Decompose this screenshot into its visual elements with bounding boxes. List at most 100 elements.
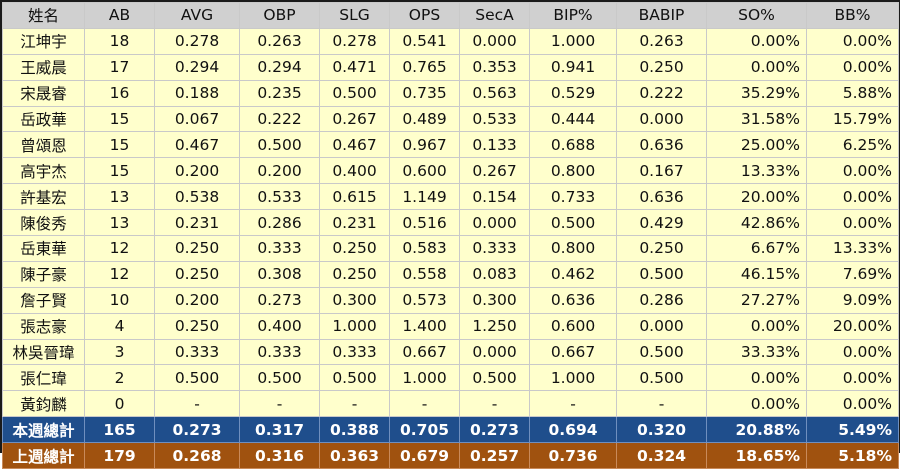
- cell-slg: 0.363: [319, 442, 390, 469]
- cell-seca: 0.300: [459, 286, 530, 314]
- cell-slg: 0.471: [319, 53, 390, 81]
- cell-name: 曾頌恩: [2, 131, 85, 159]
- cell-ops: 1.400: [389, 312, 460, 340]
- cell-bb: 13.33%: [806, 235, 899, 262]
- cell-avg: 0.200: [154, 157, 240, 185]
- cell-slg: 0.400: [319, 157, 390, 185]
- cell-avg: 0.268: [154, 442, 240, 469]
- cell-so: 18.65%: [706, 442, 807, 469]
- cell-name: 本週總計: [2, 416, 85, 444]
- cell-bip: 0.694: [529, 416, 617, 444]
- cell-seca: 0.133: [459, 131, 530, 159]
- table-row: 宋晟睿 16 0.188 0.235 0.500 0.735 0.563 0.529 0.222…: [2, 79, 899, 107]
- cell-ops: 0.516: [389, 209, 460, 237]
- cell-ops: 0.600: [389, 157, 460, 185]
- cell-name: 岳東華: [2, 235, 85, 262]
- cell-ops: -: [389, 390, 460, 418]
- cell-bip: 0.736: [529, 442, 617, 469]
- cell-so: 0.00%: [706, 390, 807, 418]
- cell-bb: 6.25%: [806, 131, 899, 159]
- header-babip: BABIP: [616, 2, 707, 29]
- cell-bip: 0.600: [529, 312, 617, 340]
- cell-name: 岳政華: [2, 105, 85, 133]
- cell-bip: 0.800: [529, 235, 617, 262]
- cell-obp: 0.316: [239, 442, 320, 469]
- cell-bip: 0.688: [529, 131, 617, 159]
- cell-seca: -: [459, 390, 530, 418]
- cell-ab: 12: [84, 235, 155, 262]
- cell-seca: 0.267: [459, 157, 530, 185]
- cell-ops: 0.583: [389, 235, 460, 262]
- cell-so: 0.00%: [706, 53, 807, 81]
- cell-bb: 9.09%: [806, 286, 899, 314]
- cell-name: 江坤宇: [2, 27, 85, 55]
- cell-ab: 3: [84, 338, 155, 366]
- this-week-total-row: 本週總計 165 0.273 0.317 0.388 0.705 0.273 0.694 0.3…: [2, 416, 899, 444]
- cell-ops: 1.000: [389, 364, 460, 392]
- table-row: 詹子賢 10 0.200 0.273 0.300 0.573 0.300 0.636 0.286…: [2, 286, 899, 314]
- cell-seca: 0.000: [459, 338, 530, 366]
- header-avg: AVG: [154, 2, 240, 29]
- table-row: 王威晨 17 0.294 0.294 0.471 0.765 0.353 0.941 0.250…: [2, 53, 899, 81]
- cell-slg: 0.278: [319, 27, 390, 55]
- cell-obp: 0.286: [239, 209, 320, 237]
- cell-ab: 10: [84, 286, 155, 314]
- cell-seca: 0.257: [459, 442, 530, 469]
- cell-babip: 0.636: [616, 183, 707, 211]
- table-row: 岳東華 12 0.250 0.333 0.250 0.583 0.333 0.800 0.250…: [2, 235, 899, 262]
- table-row: 張志豪 4 0.250 0.400 1.000 1.400 1.250 0.600 0.000 0…: [2, 312, 899, 340]
- cell-babip: 0.636: [616, 131, 707, 159]
- cell-avg: 0.500: [154, 364, 240, 392]
- cell-ab: 16: [84, 79, 155, 107]
- cell-bip: 0.636: [529, 286, 617, 314]
- cell-ops: 0.967: [389, 131, 460, 159]
- table-row: 張仁瑋 2 0.500 0.500 0.500 1.000 0.500 1.000 0.500 0…: [2, 364, 899, 392]
- cell-avg: 0.250: [154, 312, 240, 340]
- cell-obp: 0.500: [239, 131, 320, 159]
- cell-slg: 0.615: [319, 183, 390, 211]
- cell-ab: 179: [84, 442, 155, 469]
- cell-seca: 0.333: [459, 235, 530, 262]
- cell-babip: 0.167: [616, 157, 707, 185]
- cell-bip: -: [529, 390, 617, 418]
- cell-slg: 0.267: [319, 105, 390, 133]
- cell-babip: 0.250: [616, 53, 707, 81]
- cell-slg: 0.333: [319, 338, 390, 366]
- table-row: 曾頌恩 15 0.467 0.500 0.467 0.967 0.133 0.688 0.636…: [2, 131, 899, 159]
- cell-avg: 0.188: [154, 79, 240, 107]
- cell-avg: 0.067: [154, 105, 240, 133]
- cell-babip: 0.500: [616, 364, 707, 392]
- cell-obp: 0.294: [239, 53, 320, 81]
- cell-ab: 15: [84, 105, 155, 133]
- cell-obp: 0.500: [239, 364, 320, 392]
- cell-avg: 0.273: [154, 416, 240, 444]
- cell-ops: 0.489: [389, 105, 460, 133]
- cell-ab: 18: [84, 27, 155, 55]
- cell-ab: 15: [84, 131, 155, 159]
- last-week-total-row: 上週總計 179 0.268 0.316 0.363 0.679 0.257 0.736 0.3…: [2, 442, 899, 469]
- table-row: 林吳晉瑋 3 0.333 0.333 0.333 0.667 0.000 0.667 0.500…: [2, 338, 899, 366]
- cell-avg: 0.250: [154, 260, 240, 288]
- cell-ab: 4: [84, 312, 155, 340]
- cell-slg: 0.500: [319, 79, 390, 107]
- cell-avg: 0.538: [154, 183, 240, 211]
- cell-so: 0.00%: [706, 27, 807, 55]
- cell-bip: 0.500: [529, 209, 617, 237]
- cell-obp: 0.222: [239, 105, 320, 133]
- cell-avg: 0.333: [154, 338, 240, 366]
- cell-bb: 0.00%: [806, 157, 899, 185]
- header-ops: OPS: [389, 2, 460, 29]
- cell-avg: -: [154, 390, 240, 418]
- cell-bip: 0.667: [529, 338, 617, 366]
- cell-ab: 15: [84, 157, 155, 185]
- cell-name: 宋晟睿: [2, 79, 85, 107]
- table-row: 陳子豪 12 0.250 0.308 0.250 0.558 0.083 0.462 0.500…: [2, 260, 899, 288]
- cell-ops: 0.541: [389, 27, 460, 55]
- cell-bb: 0.00%: [806, 338, 899, 366]
- cell-obp: 0.317: [239, 416, 320, 444]
- cell-so: 46.15%: [706, 260, 807, 288]
- cell-babip: 0.324: [616, 442, 707, 469]
- cell-ops: 0.573: [389, 286, 460, 314]
